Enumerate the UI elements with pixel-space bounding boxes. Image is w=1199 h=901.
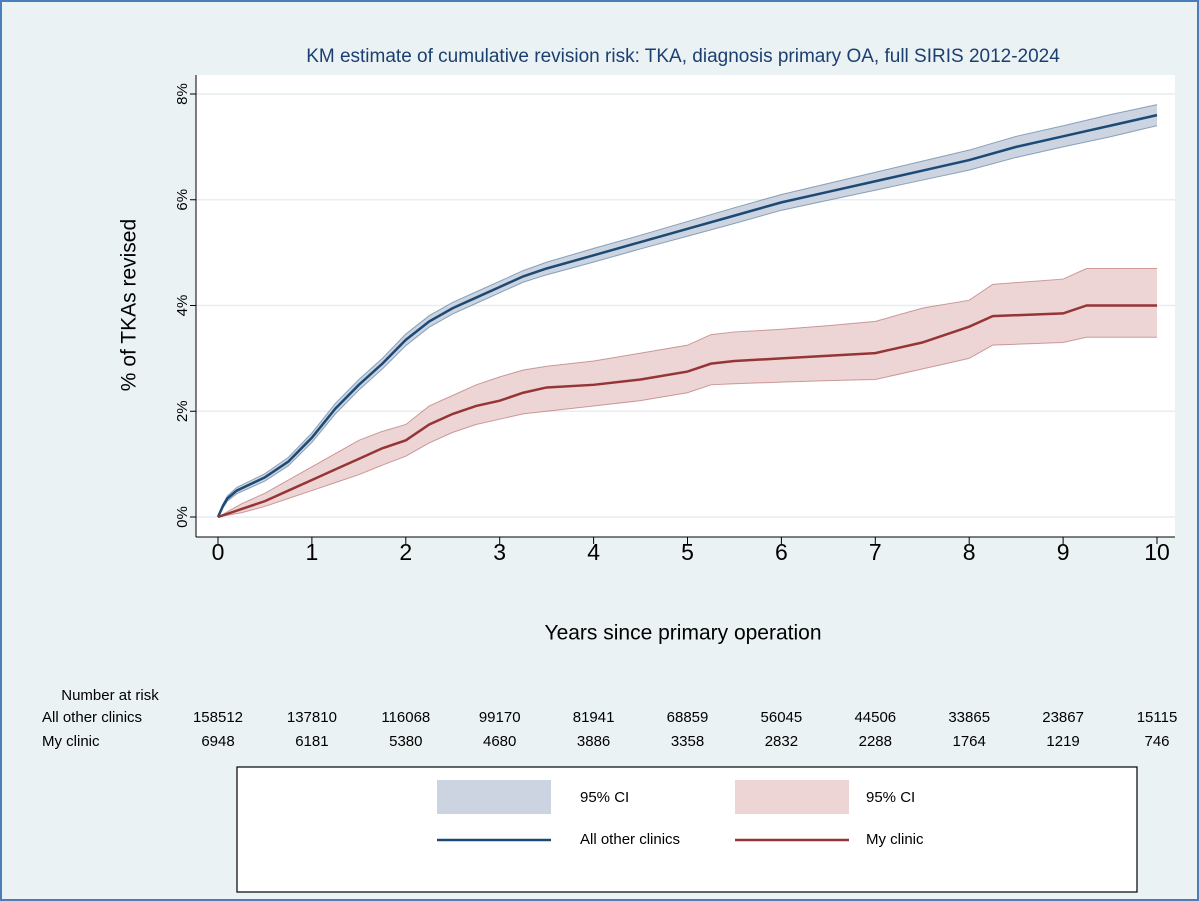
legend-label: 95% CI — [580, 789, 629, 806]
x-axis-label: Years since primary operation — [544, 622, 821, 645]
risk-count: 3886 — [577, 733, 610, 750]
y-tick-label: 2% — [174, 400, 191, 422]
risk-row-label: All other clinics — [42, 709, 142, 726]
line — [217, 304, 1157, 519]
risk-count: 99170 — [479, 709, 521, 726]
legend-label: All other clinics — [580, 831, 680, 848]
y-tick-label: 8% — [174, 83, 191, 105]
ci-bound — [217, 125, 1158, 518]
legend-swatch — [437, 780, 551, 814]
x-tick-label: 0 — [212, 539, 225, 565]
chart-title: KM estimate of cumulative revision risk:… — [306, 46, 1060, 67]
risk-count: 23867 — [1042, 709, 1084, 726]
x-tick-label: 4 — [587, 539, 600, 565]
x-tick-label: 5 — [681, 539, 694, 565]
risk-table-title: Number at risk — [61, 687, 159, 704]
risk-count: 56045 — [761, 709, 803, 726]
x-tick-label: 10 — [1144, 539, 1170, 565]
risk-count: 158512 — [193, 709, 243, 726]
legend — [236, 766, 1138, 893]
ci-bound — [217, 336, 1157, 518]
risk-row-label: My clinic — [42, 733, 100, 750]
risk-count: 81941 — [573, 709, 615, 726]
x-tick-label: 6 — [775, 539, 788, 565]
risk-count: 44506 — [854, 709, 896, 726]
risk-count: 746 — [1144, 733, 1169, 750]
line — [216, 113, 1158, 518]
risk-count: 2832 — [765, 733, 798, 750]
risk-count: 5380 — [389, 733, 422, 750]
x-tick-label: 8 — [963, 539, 976, 565]
risk-count: 1219 — [1046, 733, 1079, 750]
ci-band — [218, 104, 1157, 517]
risk-count: 4680 — [483, 733, 516, 750]
risk-count: 3358 — [671, 733, 704, 750]
ci-bound — [217, 104, 1158, 518]
risk-count: 6181 — [295, 733, 328, 750]
x-tick-label: 9 — [1057, 539, 1070, 565]
legend-swatch — [735, 780, 849, 814]
x-tick-label: 2 — [399, 539, 412, 565]
x-tick-label: 3 — [493, 539, 506, 565]
risk-count: 6948 — [201, 733, 234, 750]
risk-count: 116068 — [381, 709, 430, 726]
legend-label: 95% CI — [866, 789, 915, 806]
risk-count: 1764 — [953, 733, 986, 750]
y-axis-label: % of TKAs revised — [118, 219, 141, 391]
risk-count: 137810 — [287, 709, 337, 726]
y-tick-label: 6% — [174, 189, 191, 211]
y-tick-label: 4% — [174, 295, 191, 317]
legend-label: My clinic — [866, 831, 924, 848]
risk-count: 68859 — [667, 709, 709, 726]
ci-bound — [217, 267, 1157, 518]
x-tick-label: 7 — [869, 539, 882, 565]
ci-band — [218, 268, 1157, 517]
risk-count: 33865 — [948, 709, 990, 726]
risk-count: 15115 — [1137, 709, 1178, 726]
y-tick-label: 0% — [174, 506, 191, 528]
x-tick-label: 1 — [306, 539, 319, 565]
risk-count: 2288 — [859, 733, 892, 750]
